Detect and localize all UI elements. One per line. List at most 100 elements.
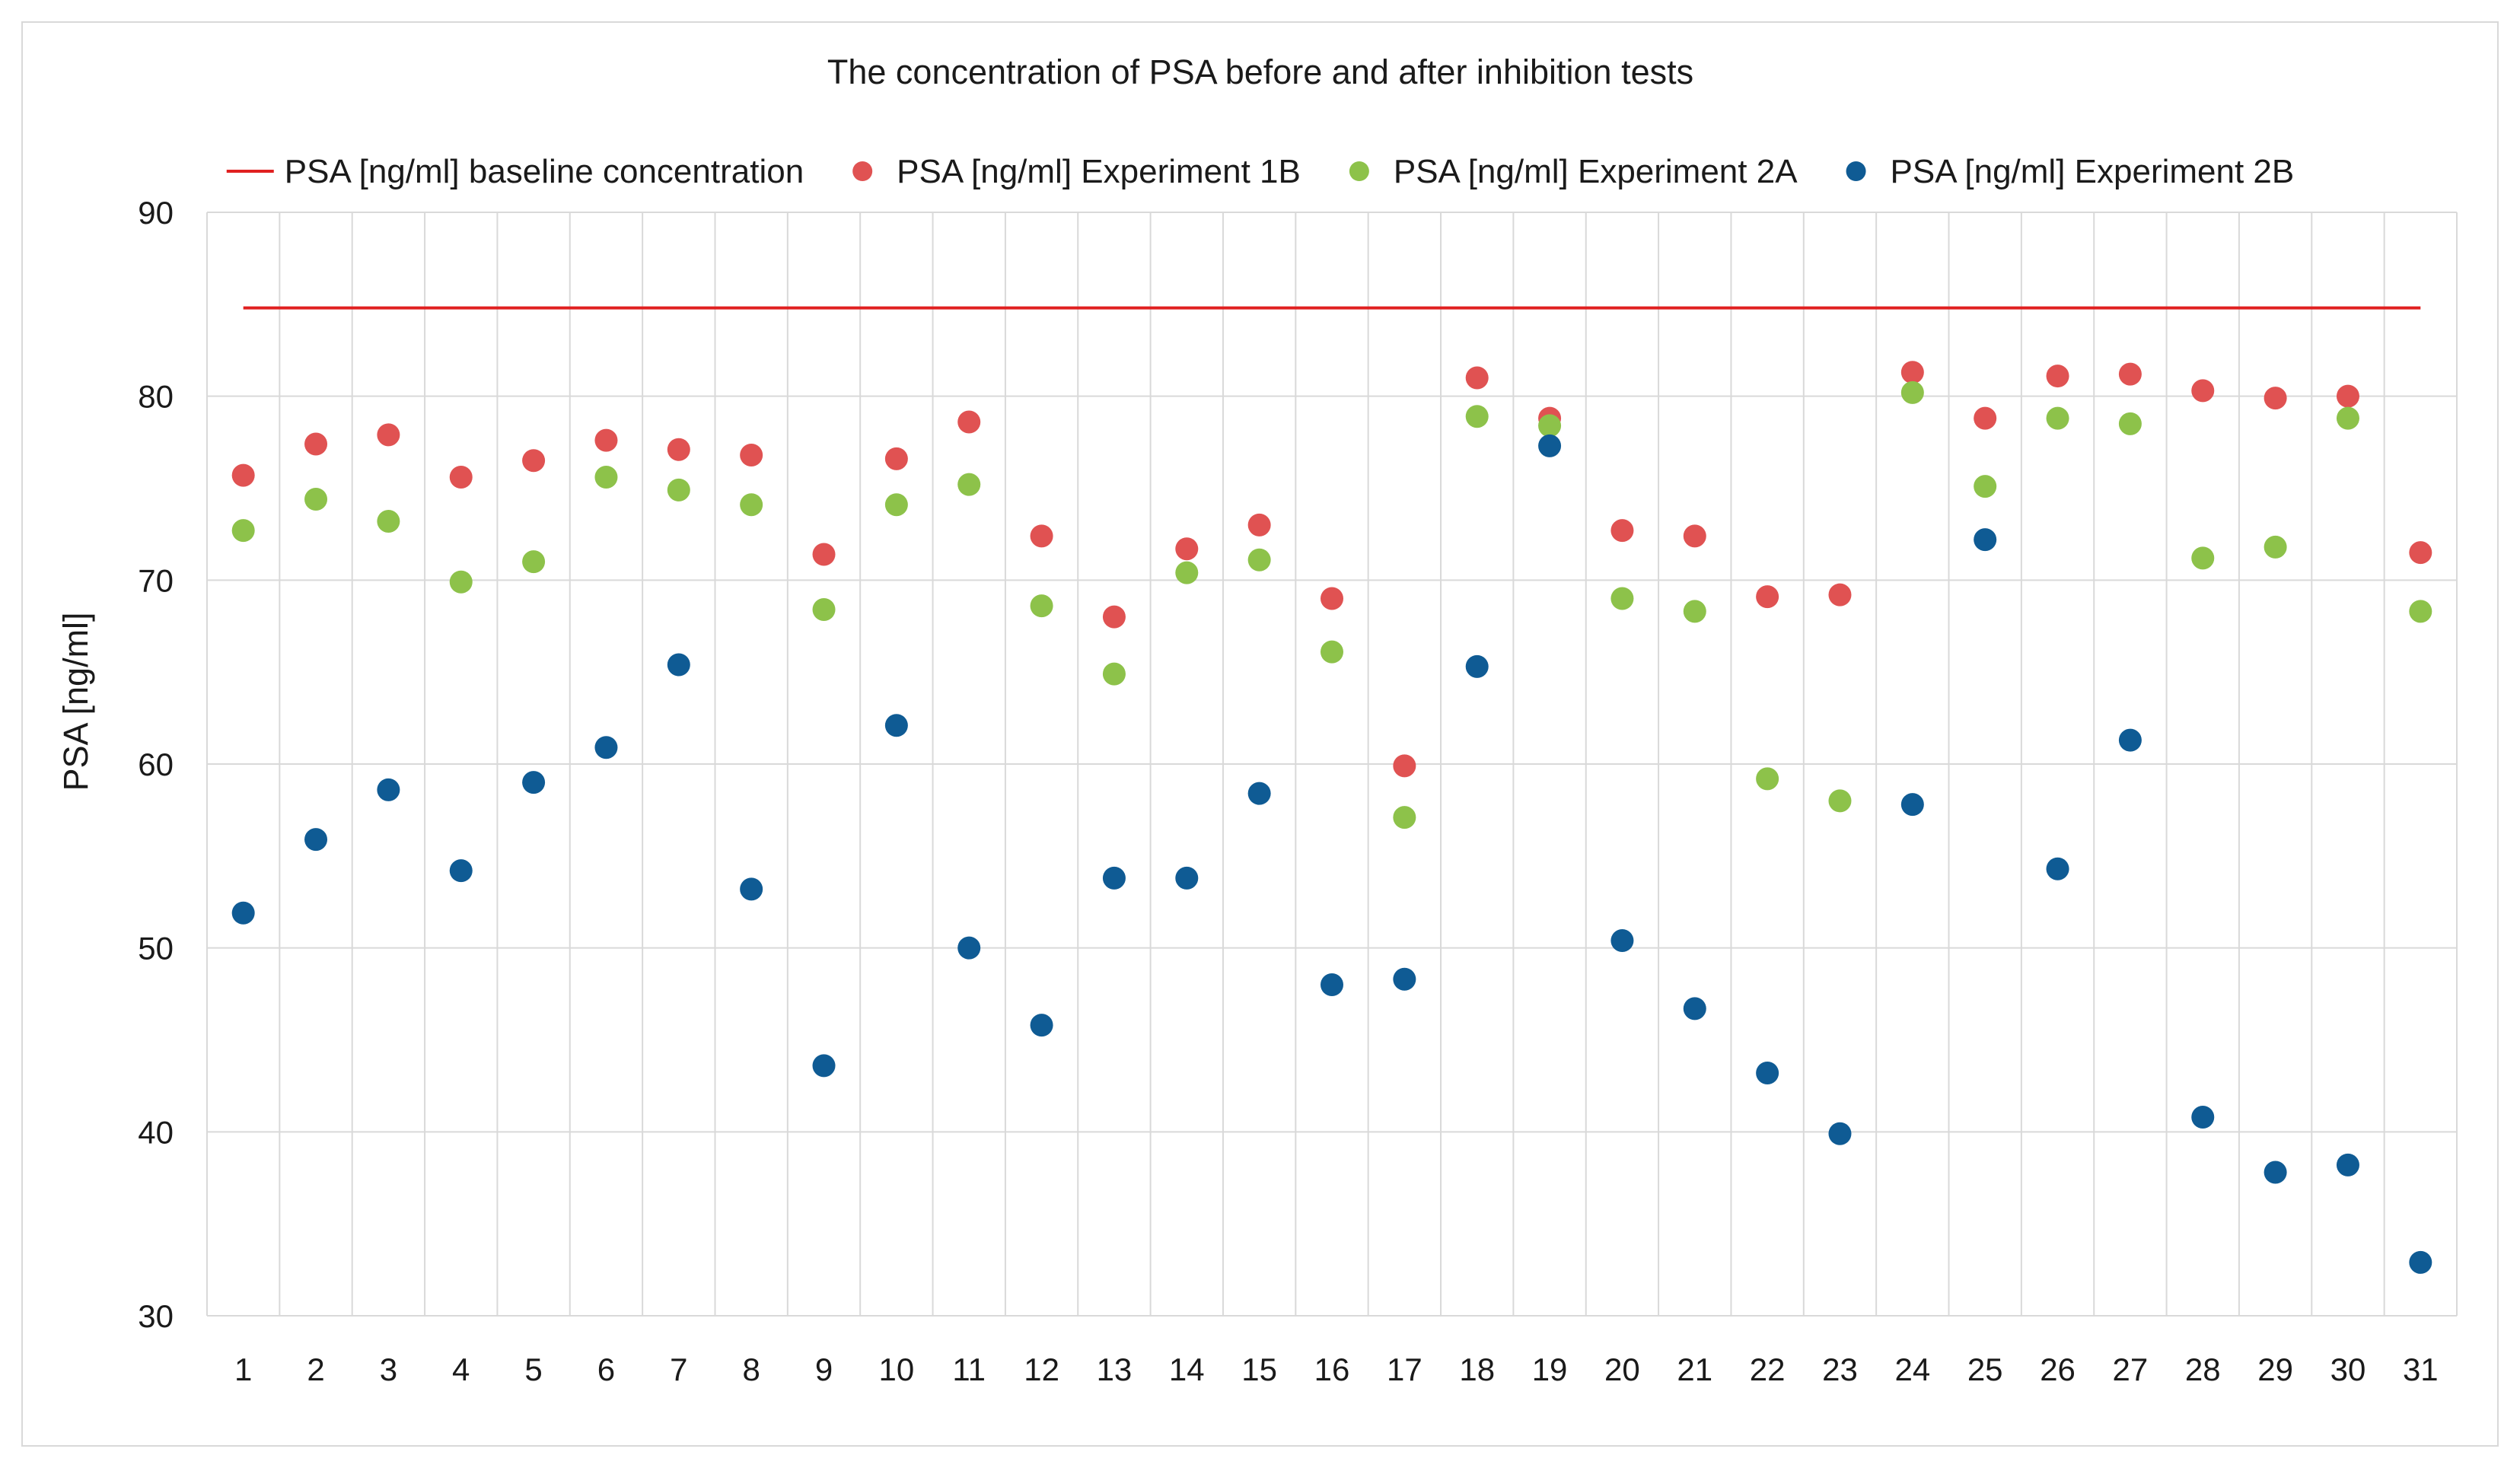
data-point bbox=[1828, 789, 1852, 813]
data-point bbox=[1102, 605, 1126, 629]
x-tick-label: 22 bbox=[1750, 1352, 1786, 1387]
data-point bbox=[1175, 561, 1199, 584]
data-point bbox=[2046, 857, 2069, 880]
data-point bbox=[594, 428, 618, 452]
legend-item-3: PSA [ng/ml] Experiment 2B bbox=[1846, 153, 2294, 190]
data-point bbox=[1900, 380, 1924, 404]
x-tick-label: 17 bbox=[1387, 1352, 1422, 1387]
data-point bbox=[1321, 587, 1343, 610]
data-point bbox=[2409, 541, 2432, 565]
data-point bbox=[377, 510, 400, 533]
data-point bbox=[2118, 412, 2142, 435]
data-point bbox=[812, 1054, 836, 1078]
data-point bbox=[2336, 406, 2359, 430]
data-point bbox=[884, 447, 908, 470]
data-point bbox=[884, 714, 908, 737]
x-tick-label: 6 bbox=[597, 1352, 615, 1387]
data-point bbox=[1030, 1014, 1053, 1037]
data-point bbox=[2264, 387, 2287, 410]
data-point bbox=[812, 543, 836, 566]
x-tick-label: 20 bbox=[1604, 1352, 1640, 1387]
legend-swatch-marker bbox=[1349, 161, 1369, 181]
data-point bbox=[522, 771, 546, 794]
data-point bbox=[1683, 600, 1706, 623]
data-point bbox=[2336, 1153, 2359, 1176]
data-point bbox=[1393, 806, 1416, 829]
x-tick-label: 24 bbox=[1894, 1352, 1930, 1387]
x-tick-label: 8 bbox=[742, 1352, 760, 1387]
x-axis-ticks: 1 2 3 4 5 6 7 8 9 10 11 12 13 14 15 16 17 18 19 20 21 22 23 24 2… bbox=[234, 1352, 2439, 1387]
data-point bbox=[304, 432, 328, 456]
data-point bbox=[1756, 585, 1779, 609]
data-point bbox=[1828, 1122, 1852, 1145]
x-tick-label: 11 bbox=[952, 1352, 986, 1387]
data-point bbox=[1393, 754, 1416, 778]
data-point bbox=[884, 493, 908, 517]
data-point bbox=[1465, 654, 1489, 678]
data-point bbox=[449, 466, 473, 489]
data-point bbox=[740, 493, 763, 517]
x-tick-label: 29 bbox=[2257, 1352, 2293, 1387]
data-point bbox=[1321, 973, 1343, 996]
data-point bbox=[231, 463, 255, 487]
y-tick-label: 90 bbox=[138, 195, 174, 231]
legend-swatch-marker bbox=[852, 161, 873, 181]
x-tick-label: 31 bbox=[2403, 1352, 2439, 1387]
x-tick-label: 18 bbox=[1459, 1352, 1495, 1387]
data-point bbox=[1175, 866, 1199, 890]
data-point bbox=[594, 466, 618, 489]
series-2 bbox=[231, 380, 2432, 829]
data-point bbox=[1102, 662, 1126, 686]
series-3 bbox=[231, 434, 2432, 1274]
data-point bbox=[667, 438, 690, 461]
legend: PSA [ng/ml] baseline concentration PSA [n… bbox=[226, 153, 2294, 190]
data-point bbox=[957, 410, 981, 434]
data-point bbox=[1610, 519, 1634, 543]
data-point bbox=[1247, 513, 1271, 537]
x-tick-label: 27 bbox=[2113, 1352, 2149, 1387]
data-point bbox=[1974, 475, 1997, 498]
data-point bbox=[2409, 600, 2432, 623]
data-point bbox=[2191, 379, 2215, 403]
x-tick-label: 5 bbox=[524, 1352, 542, 1387]
y-tick-label: 60 bbox=[138, 747, 174, 782]
y-tick-label: 30 bbox=[138, 1298, 174, 1334]
data-point bbox=[1030, 524, 1053, 548]
data-point bbox=[377, 778, 400, 801]
data-point bbox=[812, 598, 836, 621]
x-tick-label: 3 bbox=[380, 1352, 397, 1387]
y-axis-ticks: 30 40 50 60 70 80 90 bbox=[138, 195, 174, 1334]
data-point bbox=[231, 901, 255, 925]
data-point bbox=[2118, 362, 2142, 386]
data-point bbox=[1465, 405, 1489, 428]
data-point bbox=[2191, 546, 2215, 570]
y-tick-label: 80 bbox=[138, 379, 174, 415]
data-point bbox=[1465, 366, 1489, 390]
plot-series bbox=[231, 306, 2432, 1274]
data-point bbox=[1247, 782, 1271, 805]
data-point bbox=[1900, 793, 1924, 817]
data-point bbox=[522, 550, 546, 574]
data-point bbox=[1683, 524, 1706, 548]
data-point bbox=[957, 936, 981, 960]
data-point bbox=[2336, 384, 2359, 408]
legend-item-1: PSA [ng/ml] Experiment 1B bbox=[852, 153, 1301, 190]
data-point bbox=[377, 423, 400, 447]
data-point bbox=[1321, 640, 1343, 664]
data-point bbox=[1610, 929, 1634, 952]
data-point bbox=[1538, 434, 1562, 457]
x-tick-label: 10 bbox=[879, 1352, 915, 1387]
x-tick-label: 13 bbox=[1097, 1352, 1133, 1387]
data-point bbox=[1828, 583, 1852, 607]
data-point bbox=[1756, 767, 1779, 791]
data-point bbox=[957, 473, 981, 496]
data-point bbox=[1030, 594, 1053, 618]
data-point bbox=[1756, 1062, 1779, 1084]
data-point bbox=[2409, 1250, 2432, 1274]
legend-item-0: PSA [ng/ml] baseline concentration bbox=[226, 153, 804, 190]
y-tick-label: 40 bbox=[138, 1114, 174, 1150]
data-point bbox=[1393, 967, 1416, 991]
data-point bbox=[2264, 535, 2287, 559]
data-point bbox=[304, 488, 328, 511]
y-tick-label: 70 bbox=[138, 562, 174, 598]
